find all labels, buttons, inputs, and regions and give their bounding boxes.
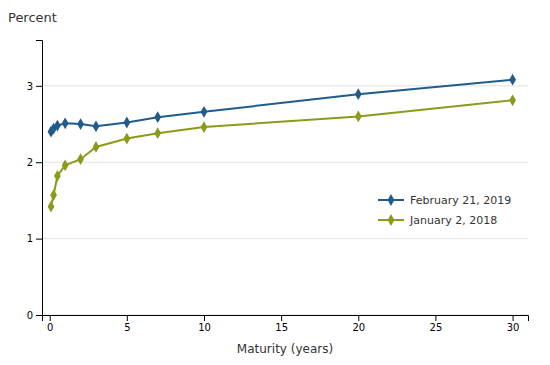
tick-mark: [127, 315, 128, 321]
tick-mark: [50, 315, 51, 321]
tick: 0: [47, 315, 53, 333]
tick-label: 0: [27, 310, 33, 321]
tick-mark: [36, 86, 42, 87]
series-line: [51, 100, 513, 206]
x-axis-label: Maturity (years): [237, 342, 333, 356]
point: [77, 118, 84, 130]
tick-label: 15: [275, 322, 288, 333]
tick-label: 5: [124, 322, 130, 333]
marks: [48, 74, 516, 213]
tick: 20: [352, 315, 365, 333]
y-axis: 0 1 2 3: [27, 41, 43, 321]
tick: 5: [124, 315, 130, 333]
tick-label: 20: [352, 322, 365, 333]
tick-mark: [204, 315, 205, 321]
chart-svg: 0 5 10 15 20 25 30 0 1 2 3 February 21, 2019 January…: [0, 0, 550, 365]
grid-line: [42, 238, 528, 239]
tick: 10: [198, 315, 211, 333]
point: [355, 111, 362, 123]
point: [62, 117, 69, 129]
tick-mark: [435, 315, 436, 321]
tick-mark: [36, 162, 42, 163]
point: [201, 121, 208, 133]
grid: [42, 86, 528, 315]
title: Percent: [8, 10, 57, 25]
tick-label: 1: [27, 233, 33, 244]
tick: 3: [27, 81, 42, 92]
legend-marker: [388, 194, 395, 206]
legend-label: February 21, 2019: [410, 194, 511, 207]
tick-label: 0: [47, 322, 53, 333]
tick-mark: [513, 315, 514, 321]
tick-mark: [36, 239, 42, 240]
tick: 25: [430, 315, 443, 333]
legend-item: February 21, 2019: [378, 194, 511, 207]
tick: 15: [275, 315, 288, 333]
point: [123, 117, 130, 129]
chart-container: 0 5 10 15 20 25 30 0 1 2 3 February 21, 2019 January…: [0, 0, 550, 365]
point: [93, 120, 100, 132]
axis-line: [43, 316, 529, 322]
tick-label: 2: [27, 157, 33, 168]
tick-mark: [281, 315, 282, 321]
legend: February 21, 2019 January 2, 2018: [378, 194, 511, 227]
tick-label: 25: [430, 322, 443, 333]
point: [62, 159, 69, 171]
point: [54, 120, 61, 132]
tick: 2: [27, 157, 42, 168]
tick-label: 30: [507, 322, 520, 333]
legend-marker: [388, 214, 395, 226]
point: [77, 153, 84, 165]
tick: 0: [27, 310, 42, 321]
point: [50, 189, 57, 201]
point: [54, 170, 61, 182]
axis-line: [36, 41, 43, 316]
point: [201, 106, 208, 118]
tick-label: 3: [27, 81, 33, 92]
tick: 30: [507, 315, 520, 333]
tick-label: 10: [198, 322, 211, 333]
point: [93, 141, 100, 153]
grid-line: [42, 162, 528, 163]
x-axis: 0 5 10 15 20 25 30: [43, 315, 529, 333]
point: [154, 111, 161, 123]
tick-mark: [36, 315, 42, 316]
point: [509, 94, 516, 106]
tick: 1: [27, 233, 42, 244]
legend-label: January 2, 2018: [409, 214, 497, 227]
point: [48, 201, 55, 213]
plot: 0 5 10 15 20 25 30 0 1 2 3 February 21, 2019 January…: [27, 41, 529, 334]
point: [509, 74, 516, 86]
point: [355, 88, 362, 100]
point: [154, 127, 161, 139]
legend-item: January 2, 2018: [378, 214, 497, 227]
point: [123, 133, 130, 145]
tick-mark: [358, 315, 359, 321]
series-line: [51, 80, 513, 132]
